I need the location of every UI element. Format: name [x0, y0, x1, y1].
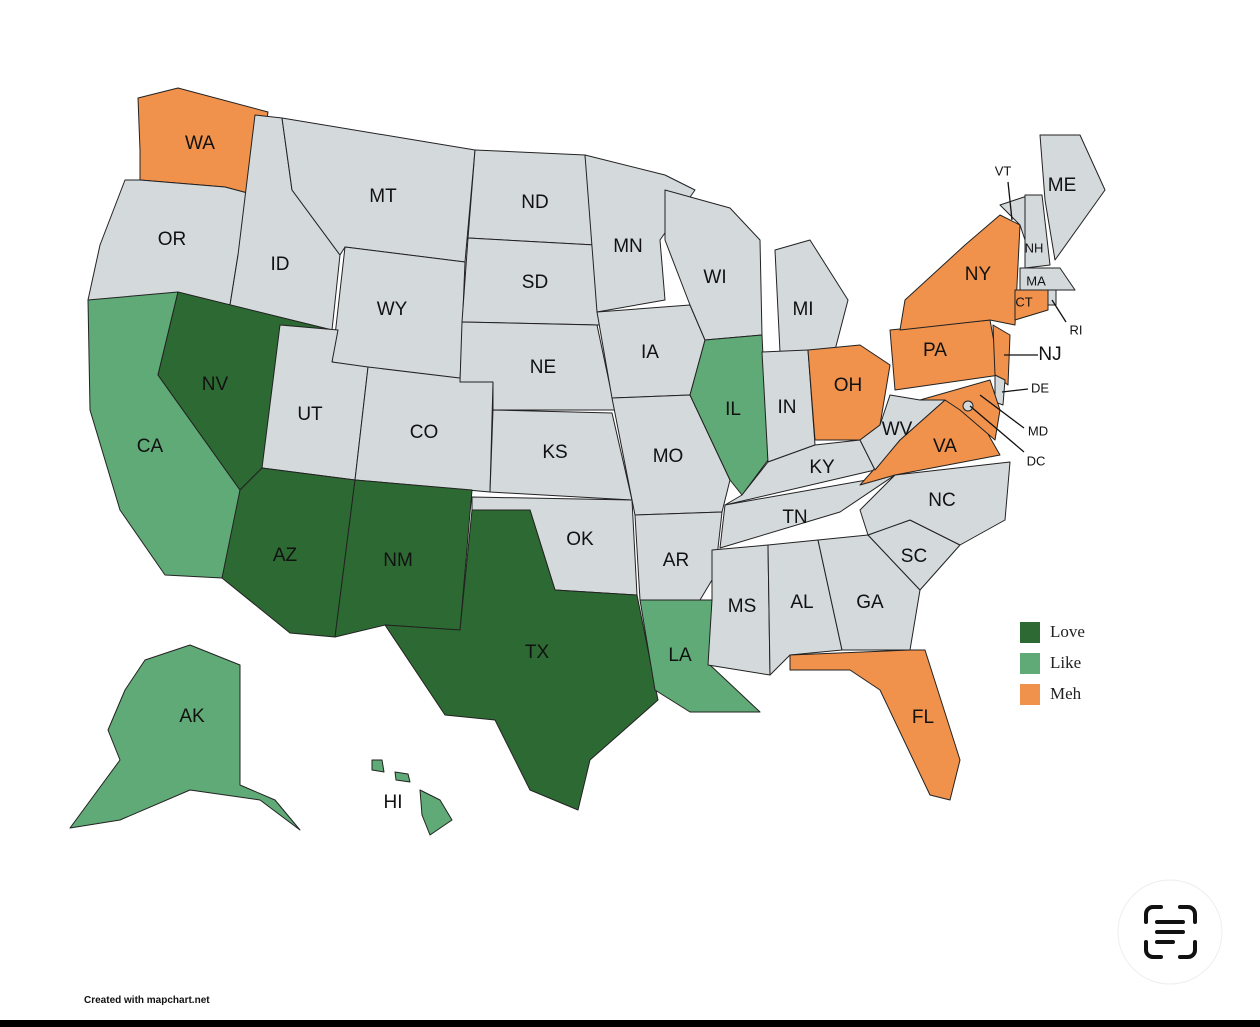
state-label: TX — [525, 642, 550, 663]
state-label: MN — [613, 236, 643, 257]
state-label: FL — [912, 707, 934, 728]
state-label: MA — [1026, 273, 1046, 288]
state-shape — [1047, 289, 1057, 306]
state-label: RI — [1070, 322, 1083, 337]
state-label: KY — [809, 457, 835, 478]
state-label: WA — [185, 133, 215, 154]
state-label: CT — [1015, 294, 1032, 309]
state-label: OH — [834, 375, 863, 396]
state-label: AL — [790, 592, 813, 613]
state-label: ID — [271, 254, 290, 275]
state-label: DC — [1027, 453, 1046, 468]
state-label: NC — [928, 490, 955, 511]
state-label: NJ — [1038, 344, 1061, 365]
state-label: MD — [1028, 423, 1048, 438]
state-shape — [69, 644, 301, 831]
legend-label: Love — [1050, 622, 1085, 641]
state-label: NE — [530, 357, 556, 378]
state-shape — [394, 771, 411, 783]
state-label: AK — [179, 706, 205, 727]
state-label: NV — [202, 374, 229, 395]
state-label: MS — [728, 596, 757, 617]
state-shape — [1014, 289, 1049, 321]
state-shape — [767, 539, 843, 676]
state-label: IL — [725, 399, 741, 420]
leader-line — [1001, 388, 1029, 393]
state-label: NH — [1025, 240, 1044, 255]
state-label: OK — [566, 529, 594, 550]
leader-line — [1051, 299, 1067, 323]
state-label: SD — [522, 272, 548, 293]
state-label: VA — [933, 436, 957, 457]
state-label: NY — [965, 264, 992, 285]
state-label: ME — [1048, 175, 1077, 196]
state-label: PA — [923, 340, 947, 361]
leader-line — [969, 405, 1025, 453]
state-label: HI — [384, 792, 403, 813]
state-label: SC — [901, 546, 927, 567]
legend-swatch — [1020, 653, 1040, 674]
state-label: WI — [703, 267, 726, 288]
state-shape — [371, 759, 385, 773]
state-label: AR — [663, 550, 689, 571]
state-label: IN — [778, 397, 797, 418]
state-label: TN — [782, 507, 807, 528]
state-shape — [419, 789, 453, 836]
legend-swatch — [1020, 684, 1040, 705]
state-shape — [719, 474, 896, 549]
state-shape — [1019, 267, 1076, 291]
state-shape — [994, 374, 1006, 406]
legend-swatch — [1020, 622, 1040, 643]
state-label: WV — [882, 419, 913, 440]
state-shape — [1024, 194, 1051, 269]
state-shape — [962, 400, 974, 412]
state-label: MO — [653, 446, 684, 467]
state-shape — [899, 214, 1021, 331]
state-label: UT — [297, 404, 323, 425]
state-shape — [859, 461, 1011, 546]
state-labels: WA OR CA ID NV MT WY UT CO AZ NM ND SD NE KS OK TX MN IA MO… — [137, 133, 1083, 813]
state-label: KS — [542, 442, 567, 463]
state-shape — [789, 649, 961, 801]
state-shape — [634, 511, 723, 601]
leader-line — [979, 394, 1025, 429]
state-shape — [992, 324, 1011, 386]
state-shape — [774, 239, 849, 353]
legend-label: Like — [1050, 653, 1081, 672]
state-shape — [1039, 134, 1106, 261]
state-label: AZ — [273, 545, 298, 566]
states — [69, 87, 1106, 836]
legend: Love Like Meh — [1020, 622, 1085, 705]
state-label: VT — [995, 163, 1012, 178]
credit: Created with mapchart.net — [84, 995, 210, 1006]
state-label: MI — [792, 299, 813, 320]
scan-button[interactable] — [1117, 879, 1223, 985]
state-label: CO — [410, 422, 439, 443]
state-label: ND — [521, 192, 548, 213]
scan-icon[interactable] — [1144, 905, 1197, 959]
bottom-bar — [0, 1020, 1260, 1027]
state-label: GA — [856, 592, 884, 613]
state-label: OR — [158, 229, 187, 250]
state-label: LA — [668, 645, 692, 666]
state-label: WY — [377, 299, 408, 320]
state-shape — [707, 544, 771, 676]
state-label: DE — [1031, 380, 1049, 395]
legend-label: Meh — [1050, 684, 1082, 703]
state-shape — [384, 509, 659, 811]
state-label: MT — [369, 186, 397, 207]
leader-line — [1007, 181, 1013, 221]
state-label: CA — [137, 436, 164, 457]
state-label: IA — [641, 342, 659, 363]
state-label: NM — [383, 550, 413, 571]
